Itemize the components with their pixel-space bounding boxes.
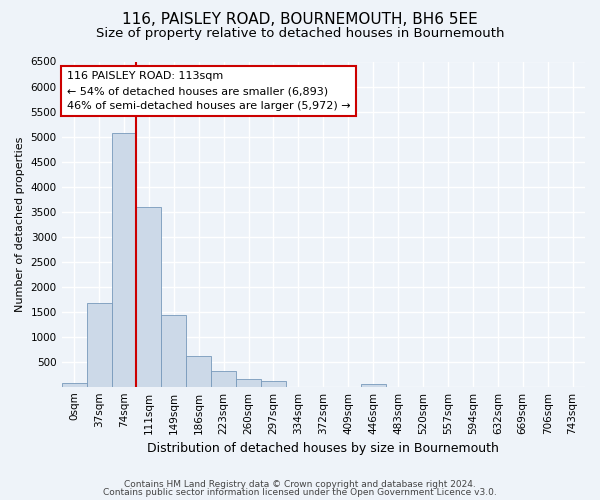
Text: Contains public sector information licensed under the Open Government Licence v3: Contains public sector information licen… — [103, 488, 497, 497]
X-axis label: Distribution of detached houses by size in Bournemouth: Distribution of detached houses by size … — [148, 442, 499, 455]
Bar — [211, 371, 236, 386]
Bar — [112, 132, 136, 386]
Y-axis label: Number of detached properties: Number of detached properties — [15, 136, 25, 312]
Bar — [62, 382, 86, 386]
Bar — [236, 379, 261, 386]
Text: Size of property relative to detached houses in Bournemouth: Size of property relative to detached ho… — [96, 28, 504, 40]
Text: Contains HM Land Registry data © Crown copyright and database right 2024.: Contains HM Land Registry data © Crown c… — [124, 480, 476, 489]
Text: 116 PAISLEY ROAD: 113sqm
← 54% of detached houses are smaller (6,893)
46% of sem: 116 PAISLEY ROAD: 113sqm ← 54% of detach… — [67, 72, 350, 111]
Bar — [161, 315, 186, 386]
Bar — [261, 380, 286, 386]
Bar — [361, 384, 386, 386]
Bar — [86, 303, 112, 386]
Bar — [186, 356, 211, 386]
Text: 116, PAISLEY ROAD, BOURNEMOUTH, BH6 5EE: 116, PAISLEY ROAD, BOURNEMOUTH, BH6 5EE — [122, 12, 478, 28]
Bar — [136, 206, 161, 386]
